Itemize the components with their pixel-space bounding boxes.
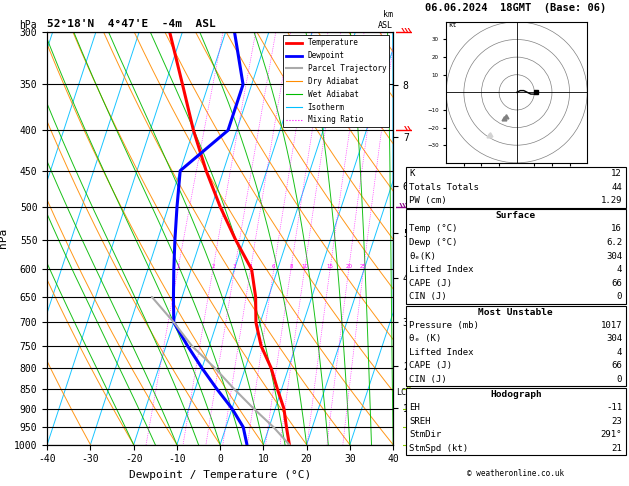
Text: 25: 25 [360,264,367,269]
Text: StmSpd (kt): StmSpd (kt) [409,444,469,453]
Text: 291°: 291° [601,431,622,439]
Text: 1.29: 1.29 [601,196,622,205]
Text: 6.2: 6.2 [606,238,622,247]
Text: K: K [409,169,415,178]
Text: Temp (°C): Temp (°C) [409,225,458,233]
Y-axis label: hPa: hPa [0,228,8,248]
Text: 15: 15 [326,264,333,269]
Text: 4: 4 [616,265,622,274]
Text: 20: 20 [345,264,352,269]
Text: 44: 44 [611,183,622,191]
Text: kt: kt [448,22,457,28]
Text: hPa: hPa [19,19,37,30]
Text: 2: 2 [211,264,214,269]
Text: Lifted Index: Lifted Index [409,348,474,357]
Text: 4: 4 [616,348,622,357]
Text: 304: 304 [606,334,622,343]
Text: EH: EH [409,403,420,412]
Text: Dewp (°C): Dewp (°C) [409,238,458,247]
Text: Surface: Surface [496,211,536,220]
Text: StmDir: StmDir [409,431,442,439]
Text: SREH: SREH [409,417,431,426]
Text: km
ASL: km ASL [378,10,393,30]
Text: Totals Totals: Totals Totals [409,183,479,191]
Text: CIN (J): CIN (J) [409,375,447,384]
Text: Pressure (mb): Pressure (mb) [409,321,479,330]
Text: 0: 0 [616,375,622,384]
Text: 66: 66 [611,362,622,370]
Text: θₑ(K): θₑ(K) [409,252,437,260]
Text: LCL: LCL [397,388,411,397]
Legend: Temperature, Dewpoint, Parcel Trajectory, Dry Adiabat, Wet Adiabat, Isotherm, Mi: Temperature, Dewpoint, Parcel Trajectory… [283,35,389,127]
Text: -11: -11 [606,403,622,412]
Text: 06.06.2024  18GMT  (Base: 06): 06.06.2024 18GMT (Base: 06) [425,3,606,14]
Text: © weatheronline.co.uk: © weatheronline.co.uk [467,469,564,478]
Text: CIN (J): CIN (J) [409,293,447,301]
Text: Hodograph: Hodograph [490,390,542,399]
Text: 3: 3 [233,264,237,269]
Text: θₑ (K): θₑ (K) [409,334,442,343]
Text: 21: 21 [611,444,622,453]
X-axis label: Dewpoint / Temperature (°C): Dewpoint / Temperature (°C) [129,470,311,480]
Text: CAPE (J): CAPE (J) [409,279,452,288]
Text: 304: 304 [606,252,622,260]
Text: 1: 1 [176,264,180,269]
Text: 4: 4 [249,264,252,269]
Text: 0: 0 [616,293,622,301]
Text: 52°18'N  4°47'E  -4m  ASL: 52°18'N 4°47'E -4m ASL [47,19,216,30]
Text: PW (cm): PW (cm) [409,196,447,205]
Text: Lifted Index: Lifted Index [409,265,474,274]
Text: 12: 12 [611,169,622,178]
Text: 16: 16 [611,225,622,233]
Text: 23: 23 [611,417,622,426]
Text: CAPE (J): CAPE (J) [409,362,452,370]
Text: 1017: 1017 [601,321,622,330]
Text: 6: 6 [272,264,276,269]
Text: 10: 10 [301,264,308,269]
Text: 66: 66 [611,279,622,288]
Text: 8: 8 [289,264,292,269]
Text: Most Unstable: Most Unstable [479,308,553,316]
